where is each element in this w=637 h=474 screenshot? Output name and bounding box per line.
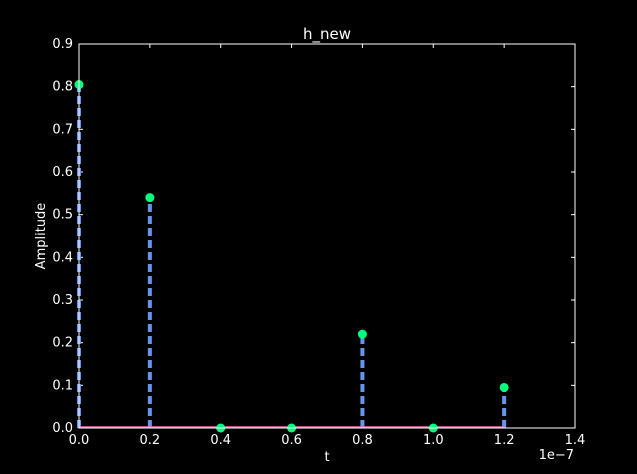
y-tick-label: 0.3: [52, 293, 73, 308]
y-tick-label: 0.5: [52, 208, 73, 223]
y-tick-label: 0.9: [52, 37, 73, 52]
x-offset-label: 1e−7: [539, 448, 574, 463]
y-tick-label: 0.1: [52, 378, 73, 393]
y-axis-label: Amplitude: [34, 203, 49, 270]
x-tick-label: 1.2: [494, 433, 515, 448]
stem-marker: [499, 382, 509, 392]
y-tick-label: 0.7: [52, 122, 73, 137]
x-tick-label: 1.4: [565, 433, 586, 448]
y-tick-label: 0.2: [52, 336, 73, 351]
y-tick-label: 0.8: [52, 80, 73, 95]
x-tick-label: 0.4: [210, 433, 231, 448]
y-tick-label: 0.4: [52, 250, 73, 265]
chart-title: h_new: [303, 25, 351, 44]
stem-marker: [357, 329, 367, 339]
x-tick-label: 0.6: [281, 433, 302, 448]
x-tick-label: 0.0: [69, 433, 90, 448]
axes-frame: [78, 43, 576, 429]
y-tick-label: 0.0: [52, 421, 73, 436]
plot-area: 0.0 0.1 0.2 0.3 0.4 0.5 0.6 0.7 0.8 0.9 0.0 0.2 0.4 0…: [52, 37, 585, 448]
stem-marker: [145, 193, 155, 203]
x-tick-label: 0.8: [352, 433, 373, 448]
x-tick-label: 0.2: [140, 433, 161, 448]
x-tick-label: 1.0: [423, 433, 444, 448]
y-tick-label: 0.6: [52, 165, 73, 180]
x-axis-label: t: [324, 450, 329, 465]
